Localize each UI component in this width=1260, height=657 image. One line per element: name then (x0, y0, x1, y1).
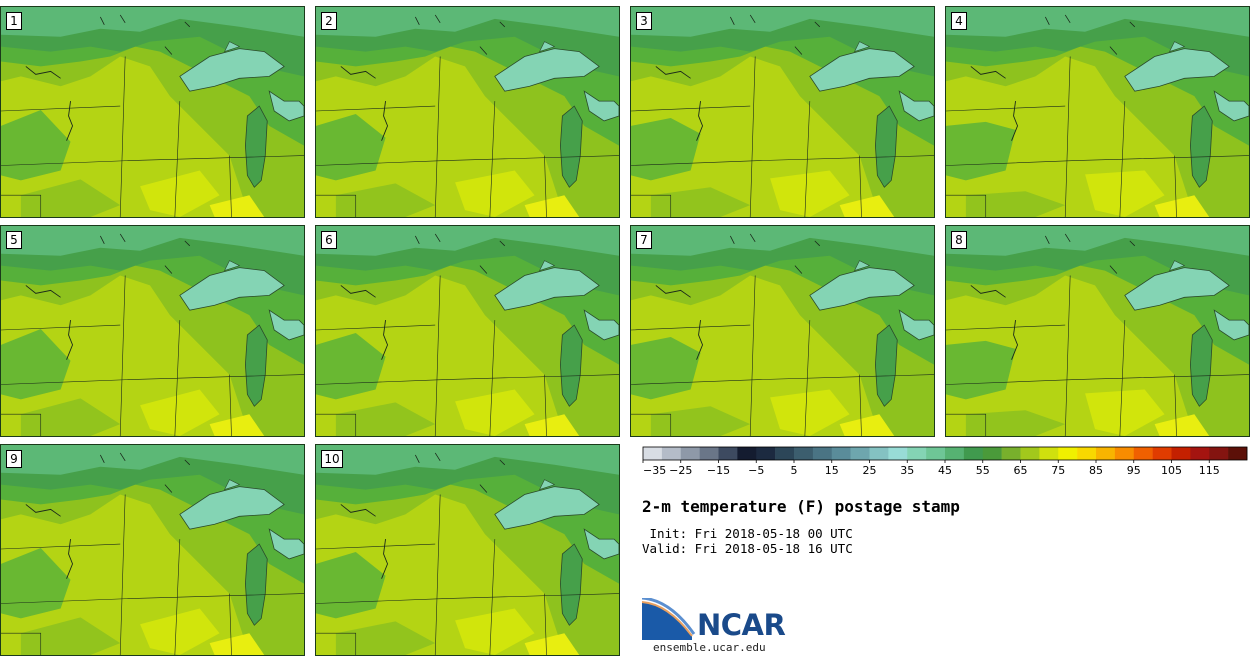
colorbar-swatch (1209, 447, 1229, 460)
stamp-number-label: 2 (321, 12, 337, 30)
colorbar-swatch (794, 447, 814, 460)
colorbar-swatch (1077, 447, 1097, 460)
colorbar-tick-label: −35 (643, 464, 666, 477)
ncar-logo-icon (642, 598, 696, 640)
temperature-colorbar: −35 −25 −15 −5 5 15 25 35 45 55 65 75 85 95 105 115 (642, 446, 1248, 477)
temperature-map (316, 7, 619, 217)
stamp-number-label: 7 (636, 231, 652, 249)
chart-title: 2-m temperature (F) postage stamp (642, 497, 960, 516)
postage-stamp-map-2: 2 (315, 6, 620, 218)
temperature-map (1, 226, 304, 436)
colorbar-tick-label: 75 (1051, 464, 1065, 477)
postage-stamp-map-10: 10 (315, 444, 620, 656)
colorbar-swatch (982, 447, 1002, 460)
colorbar-tick-label: 105 (1161, 464, 1182, 477)
colorbar-swatch (831, 447, 851, 460)
colorbar-swatch (775, 447, 795, 460)
colorbar-swatch (1058, 447, 1078, 460)
colorbar-tick-label: 85 (1089, 464, 1103, 477)
colorbar-swatch (756, 447, 776, 460)
colorbar-swatch (1114, 447, 1135, 460)
colorbar-swatch (1190, 447, 1210, 460)
stamp-number-label: 5 (6, 231, 22, 249)
colorbar-swatch (699, 447, 719, 460)
colorbar-swatch (643, 447, 663, 460)
colorbar-tick-label: 45 (938, 464, 952, 477)
colorbar-tick-label: 5 (791, 464, 798, 477)
colorbar-swatch (718, 447, 738, 460)
colorbar-tick-label: 25 (863, 464, 877, 477)
postage-stamp-map-9: 9 (0, 444, 305, 656)
stamp-number-label: 10 (321, 450, 343, 468)
colorbar-tick-label: −15 (707, 464, 730, 477)
stamp-number-label: 1 (6, 12, 22, 30)
colorbar-swatch (661, 447, 682, 460)
colorbar-swatch (869, 447, 889, 460)
colorbar-swatch (1001, 447, 1021, 460)
colorbar-swatch (812, 447, 833, 460)
colorbar-swatch (926, 447, 946, 460)
temperature-map (316, 226, 619, 436)
postage-stamp-map-6: 6 (315, 225, 620, 437)
colorbar-tick-label: 35 (900, 464, 914, 477)
colorbar-swatch (907, 447, 927, 460)
stamp-number-label: 4 (951, 12, 967, 30)
temperature-map (316, 445, 619, 655)
colorbar-swatch (888, 447, 908, 460)
temperature-map (1, 7, 304, 217)
stamp-number-label: 8 (951, 231, 967, 249)
temperature-map (631, 226, 934, 436)
colorbar-swatch (963, 447, 984, 460)
colorbar-tick-label: 95 (1127, 464, 1141, 477)
postage-stamp-map-1: 1 (0, 6, 305, 218)
temperature-map (1, 445, 304, 655)
colorbar-swatch (737, 447, 757, 460)
colorbar-tick-label: 15 (825, 464, 839, 477)
init-time: Init: Fri 2018-05-18 00 UTC (642, 526, 853, 541)
stamp-number-label: 3 (636, 12, 652, 30)
colorbar-swatch (1133, 447, 1153, 460)
colorbar-swatch (945, 447, 965, 460)
colorbar-tick-label: 55 (976, 464, 990, 477)
stamp-number-label: 6 (321, 231, 337, 249)
colorbar-swatch (1096, 447, 1116, 460)
colorbar-tick-label: 115 (1199, 464, 1220, 477)
colorbar-tick-label: −25 (669, 464, 692, 477)
colorbar-swatch (680, 447, 700, 460)
postage-stamp-map-7: 7 (630, 225, 935, 437)
postage-stamp-map-8: 8 (945, 225, 1250, 437)
postage-stamp-map-4: 4 (945, 6, 1250, 218)
stamp-number-label: 9 (6, 450, 22, 468)
temperature-map (946, 7, 1249, 217)
colorbar-tick-label: 65 (1014, 464, 1028, 477)
postage-stamp-map-5: 5 (0, 225, 305, 437)
colorbar-swatch (1039, 447, 1059, 460)
valid-time: Valid: Fri 2018-05-18 16 UTC (642, 541, 853, 556)
colorbar-tick-label: −5 (748, 464, 764, 477)
postage-stamp-map-3: 3 (630, 6, 935, 218)
logo-url: ensemble.ucar.edu (653, 641, 766, 654)
colorbar-swatch (850, 447, 870, 460)
temperature-map (631, 7, 934, 217)
colorbar-swatch (1152, 447, 1172, 460)
temperature-map (946, 226, 1249, 436)
colorbar-swatch (1020, 447, 1040, 460)
colorbar-swatch (1228, 447, 1248, 460)
ncar-logo-text: NCAR (697, 608, 786, 642)
colorbar-swatch (1171, 447, 1191, 460)
